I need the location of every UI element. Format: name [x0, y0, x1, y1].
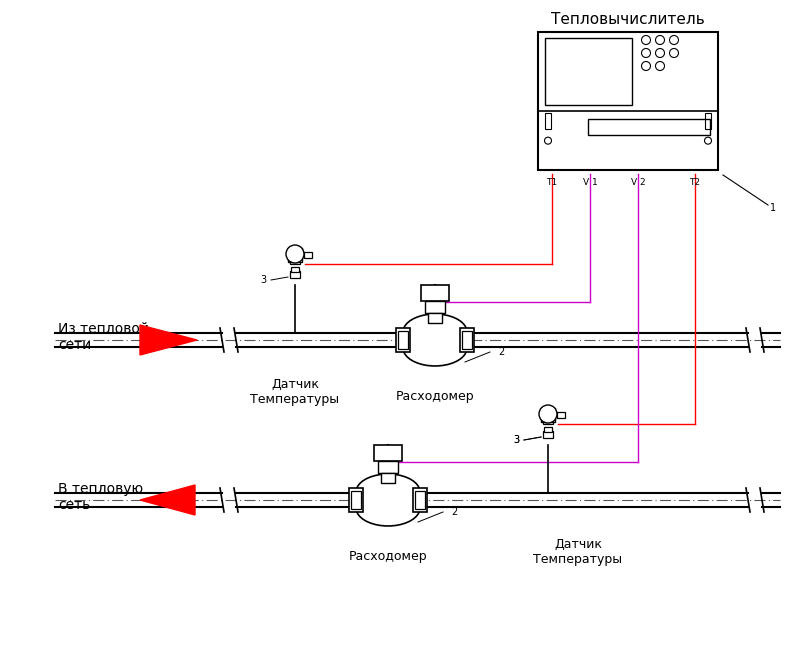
Bar	[428, 313, 442, 323]
Bar	[705, 113, 711, 129]
Bar	[544, 427, 552, 432]
Bar	[413, 488, 427, 512]
Bar	[543, 417, 553, 424]
Text: 2: 2	[498, 347, 504, 357]
Bar	[545, 113, 551, 129]
Bar	[381, 473, 395, 483]
Text: 3: 3	[260, 275, 266, 285]
Text: Датчик
Температуры: Датчик Температуры	[250, 378, 339, 406]
Bar	[304, 252, 312, 258]
Text: 1: 1	[770, 203, 776, 213]
Bar	[398, 331, 408, 349]
Bar	[557, 412, 565, 418]
Text: 3: 3	[513, 435, 519, 445]
Text: 2: 2	[451, 507, 458, 517]
Text: T1: T1	[547, 178, 558, 187]
Bar	[589, 119, 710, 135]
Bar	[545, 38, 632, 105]
Text: T2: T2	[690, 178, 701, 187]
Bar	[543, 431, 553, 438]
Text: Расходомер: Расходомер	[349, 550, 428, 563]
Text: V 2: V 2	[630, 178, 645, 187]
Polygon shape	[403, 314, 467, 366]
Bar	[460, 328, 474, 352]
Bar	[421, 285, 449, 301]
Text: 3: 3	[513, 435, 519, 445]
Bar	[378, 461, 398, 473]
Text: V 1: V 1	[582, 178, 597, 187]
Text: Тепловычислитель: Тепловычислитель	[552, 12, 705, 27]
Polygon shape	[140, 485, 195, 515]
Bar	[396, 328, 410, 352]
Bar	[415, 491, 425, 509]
Polygon shape	[356, 474, 420, 526]
Bar	[351, 491, 361, 509]
Bar	[462, 331, 472, 349]
Bar	[538, 32, 718, 170]
Polygon shape	[140, 325, 197, 355]
Bar	[374, 445, 402, 461]
Bar	[291, 267, 299, 272]
Bar	[349, 488, 363, 512]
Bar	[541, 408, 555, 422]
Bar	[290, 257, 300, 264]
Circle shape	[539, 405, 557, 423]
Text: Расходомер: Расходомер	[396, 390, 474, 403]
Circle shape	[286, 245, 304, 263]
Bar	[288, 248, 302, 262]
Bar	[425, 301, 445, 313]
Bar	[290, 271, 300, 278]
Text: Датчик
Температуры: Датчик Температуры	[533, 538, 623, 566]
Text: Из тепловой
сети: Из тепловой сети	[58, 322, 149, 353]
Text: В тепловую
сеть: В тепловую сеть	[58, 482, 143, 512]
